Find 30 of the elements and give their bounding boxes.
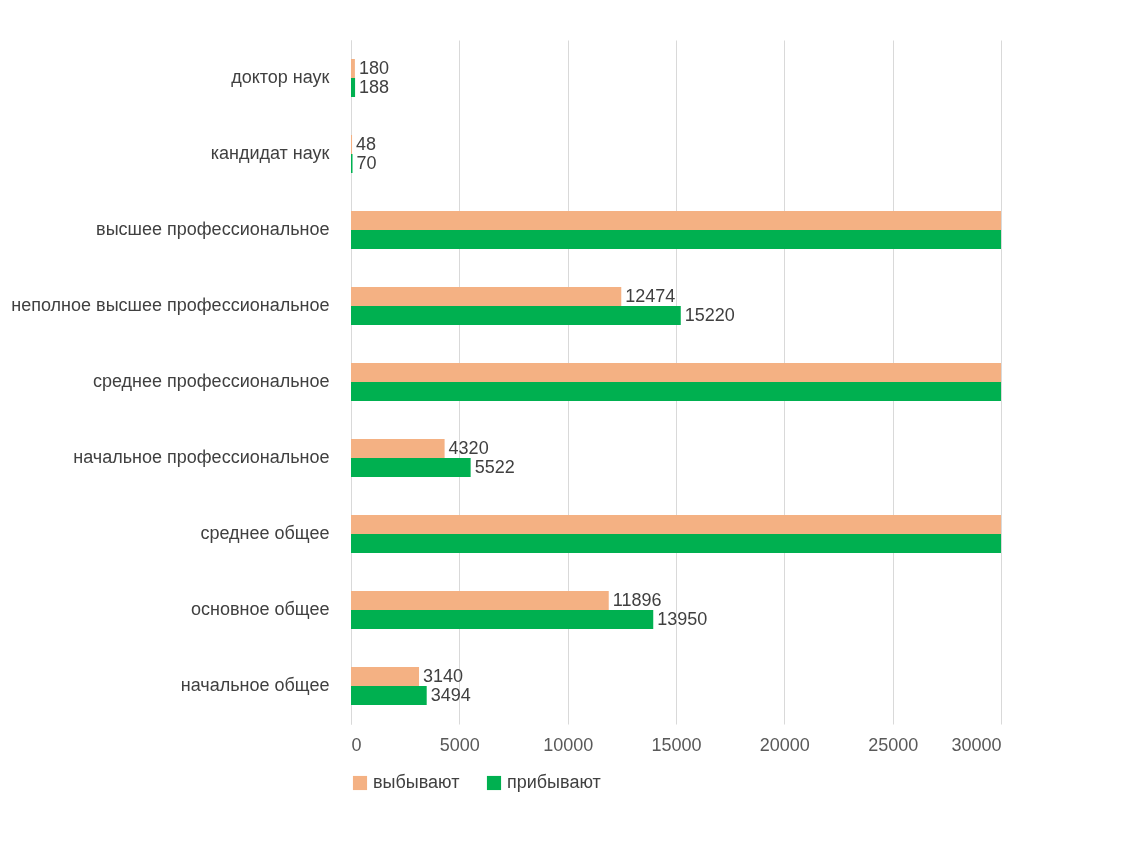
data-label: 3494 <box>430 684 471 705</box>
data-label: 13950 <box>657 608 708 629</box>
data-label: 3140 <box>423 665 464 686</box>
x-tick-label: 30000 <box>951 734 1002 755</box>
x-tick-label: 5000 <box>439 734 480 755</box>
x-tick-label: 20000 <box>759 734 810 755</box>
x-tick-label: 10000 <box>543 734 594 755</box>
x-tick-label: 25000 <box>868 734 919 755</box>
legend-label: прибывают <box>507 772 601 792</box>
legend-label: выбывают <box>373 772 460 792</box>
y-tick-label: среднее общее <box>200 523 330 543</box>
data-label: 70 <box>356 152 377 173</box>
y-tick-label: неполное высшее профессиональное <box>11 295 330 315</box>
data-label: 12474 <box>625 285 676 306</box>
y-tick-label: начальное общее <box>180 675 330 695</box>
y-tick-label: начальное профессиональное <box>73 447 330 467</box>
y-tick-label: основное общее <box>191 599 330 619</box>
x-tick-label: 15000 <box>651 734 702 755</box>
data-label: 15220 <box>684 304 735 325</box>
y-tick-label: высшее профессиональное <box>96 219 330 239</box>
data-label: 11896 <box>612 589 662 610</box>
data-label: 5522 <box>474 456 515 477</box>
y-tick-label: кандидат наук <box>210 143 330 163</box>
y-tick-label: доктор наук <box>231 67 330 87</box>
y-tick-label: среднее профессиональное <box>92 371 330 391</box>
data-label: 188 <box>359 76 390 97</box>
data-label: 180 <box>358 57 389 78</box>
data-label: 48 <box>356 133 377 154</box>
x-tick-label: 0 <box>351 734 362 755</box>
data-label: 4320 <box>448 437 489 458</box>
